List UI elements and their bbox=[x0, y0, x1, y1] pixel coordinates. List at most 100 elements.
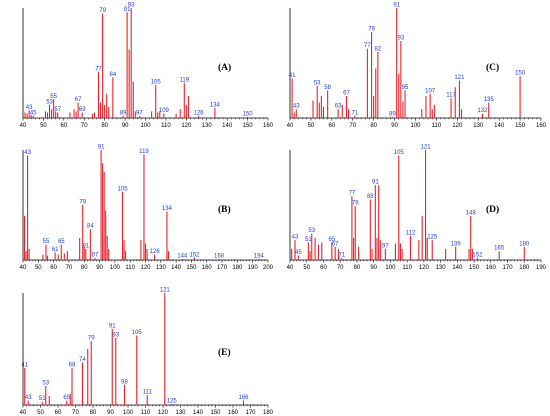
x-tick-label: 110 bbox=[125, 265, 135, 271]
peak-label: 89 bbox=[389, 111, 396, 117]
peak-label: 65 bbox=[328, 237, 335, 243]
x-tick-label: 140 bbox=[171, 265, 182, 271]
peak-label: 53 bbox=[314, 81, 321, 87]
peak-label: 53 bbox=[308, 228, 315, 234]
x-tick-label: 80 bbox=[354, 265, 361, 271]
x-tick-label: 190 bbox=[248, 265, 259, 271]
peak-label: 105 bbox=[394, 150, 405, 156]
peak-label: 134 bbox=[210, 103, 221, 109]
x-tick-label: 120 bbox=[181, 123, 192, 129]
x-tick-label: 150 bbox=[210, 410, 221, 416]
peak-label: 125 bbox=[427, 235, 438, 241]
peak-label: 166 bbox=[238, 395, 249, 401]
x-tick-label: 180 bbox=[519, 265, 530, 271]
x-tick-label: 140 bbox=[494, 123, 505, 129]
peak-label: 121 bbox=[454, 75, 465, 81]
x-tick-label: 50 bbox=[35, 265, 42, 271]
x-tick-label: 110 bbox=[432, 123, 442, 129]
peak-label: 43 bbox=[24, 150, 31, 156]
peak-label: 88 bbox=[367, 194, 374, 200]
peak-label: 67 bbox=[343, 91, 350, 97]
x-tick-label: 100 bbox=[140, 123, 151, 129]
peak-label: 107 bbox=[425, 88, 436, 94]
peak-label: 57 bbox=[54, 107, 61, 113]
x-tick-label: 70 bbox=[72, 410, 79, 416]
x-tick-label: 140 bbox=[452, 265, 463, 271]
x-tick-label: 60 bbox=[60, 123, 67, 129]
peak-label: 98 bbox=[121, 379, 128, 385]
x-tick-label: 60 bbox=[50, 265, 57, 271]
peak-label: 150 bbox=[243, 111, 254, 117]
peak-label: 79 bbox=[79, 200, 86, 206]
peak-label: 45 bbox=[30, 110, 37, 116]
x-tick-label: 150 bbox=[243, 123, 254, 129]
peak-label: 43 bbox=[292, 235, 299, 241]
peak-label: 132 bbox=[477, 108, 488, 114]
x-tick-label: 80 bbox=[81, 265, 88, 271]
spectrum-panel-2: 40 50 60 70 80 90 100 110 120 130 140 150 160 41 43 535… bbox=[287, 3, 547, 130]
peak-label: 180 bbox=[519, 241, 530, 247]
peak-label: 93 bbox=[128, 3, 135, 9]
peak-label: 77 bbox=[349, 191, 356, 197]
x-tick-label: 130 bbox=[473, 123, 484, 129]
x-tick-label: 170 bbox=[503, 265, 514, 271]
x-tick-label: 50 bbox=[37, 410, 44, 416]
peak-label: 65 bbox=[63, 395, 70, 401]
peak-label: 134 bbox=[162, 206, 173, 212]
peak-label: 41 bbox=[21, 363, 28, 369]
peak-label: 84 bbox=[109, 72, 116, 78]
x-tick-label: 140 bbox=[222, 123, 233, 129]
peak-label: 126 bbox=[194, 110, 205, 116]
peak-label: 89 bbox=[120, 110, 127, 116]
x-tick-label: 90 bbox=[107, 410, 114, 416]
x-tick-label: 140 bbox=[193, 410, 204, 416]
x-tick-label: 100 bbox=[123, 410, 134, 416]
x-tick-label: 100 bbox=[385, 265, 396, 271]
panel-label: (A) bbox=[218, 62, 231, 73]
x-tick-label: 120 bbox=[419, 265, 430, 271]
panel-label: (D) bbox=[486, 204, 499, 215]
peak-label: 121 bbox=[421, 145, 432, 151]
peak-label: 43 bbox=[26, 105, 33, 111]
x-tick-label: 160 bbox=[263, 123, 274, 129]
peak-label: 135 bbox=[484, 97, 495, 103]
peak-label: 109 bbox=[159, 108, 170, 114]
x-tick-label: 130 bbox=[436, 265, 447, 271]
peak-label: 93 bbox=[112, 332, 119, 338]
peak-label: 105 bbox=[132, 330, 143, 336]
x-tick-label: 120 bbox=[452, 123, 463, 129]
spectrum-panel-1: 40 50 60 70 80 90 100 110 120 130 140 150 160 170 180 1… bbox=[20, 145, 274, 272]
x-tick-label: 60 bbox=[320, 265, 327, 271]
x-tick-label: 100 bbox=[410, 123, 421, 129]
x-tick-label: 90 bbox=[96, 265, 103, 271]
peak-label: 65 bbox=[58, 239, 65, 245]
peak-label: 152 bbox=[472, 252, 483, 258]
peak-label: 41 bbox=[289, 73, 296, 79]
x-tick-label: 80 bbox=[101, 123, 108, 129]
peak-label: 87 bbox=[92, 252, 99, 258]
x-tick-label: 100 bbox=[110, 265, 121, 271]
x-tick-label: 160 bbox=[228, 410, 239, 416]
peak-label: 61 bbox=[52, 247, 59, 253]
x-tick-label: 180 bbox=[232, 265, 243, 271]
peak-label: 119 bbox=[139, 149, 149, 155]
peak-label: 126 bbox=[150, 249, 161, 255]
peak-label: 139 bbox=[451, 241, 462, 247]
x-tick-label: 160 bbox=[202, 265, 213, 271]
x-tick-label: 190 bbox=[536, 265, 547, 271]
peak-label: 112 bbox=[406, 230, 416, 236]
x-tick-label: 130 bbox=[202, 123, 213, 129]
peak-label: 58 bbox=[324, 85, 331, 91]
peak-label: 79 bbox=[352, 201, 359, 207]
x-tick-label: 90 bbox=[122, 123, 129, 129]
peak-label: 119 bbox=[180, 77, 190, 83]
x-tick-label: 50 bbox=[303, 265, 310, 271]
peak-label: 68 bbox=[69, 363, 76, 369]
peak-label: 91 bbox=[393, 3, 400, 9]
peak-label: 194 bbox=[254, 253, 265, 259]
x-tick-label: 150 bbox=[469, 265, 480, 271]
panel-label: (B) bbox=[218, 204, 231, 215]
peak-label: 45 bbox=[295, 250, 302, 256]
